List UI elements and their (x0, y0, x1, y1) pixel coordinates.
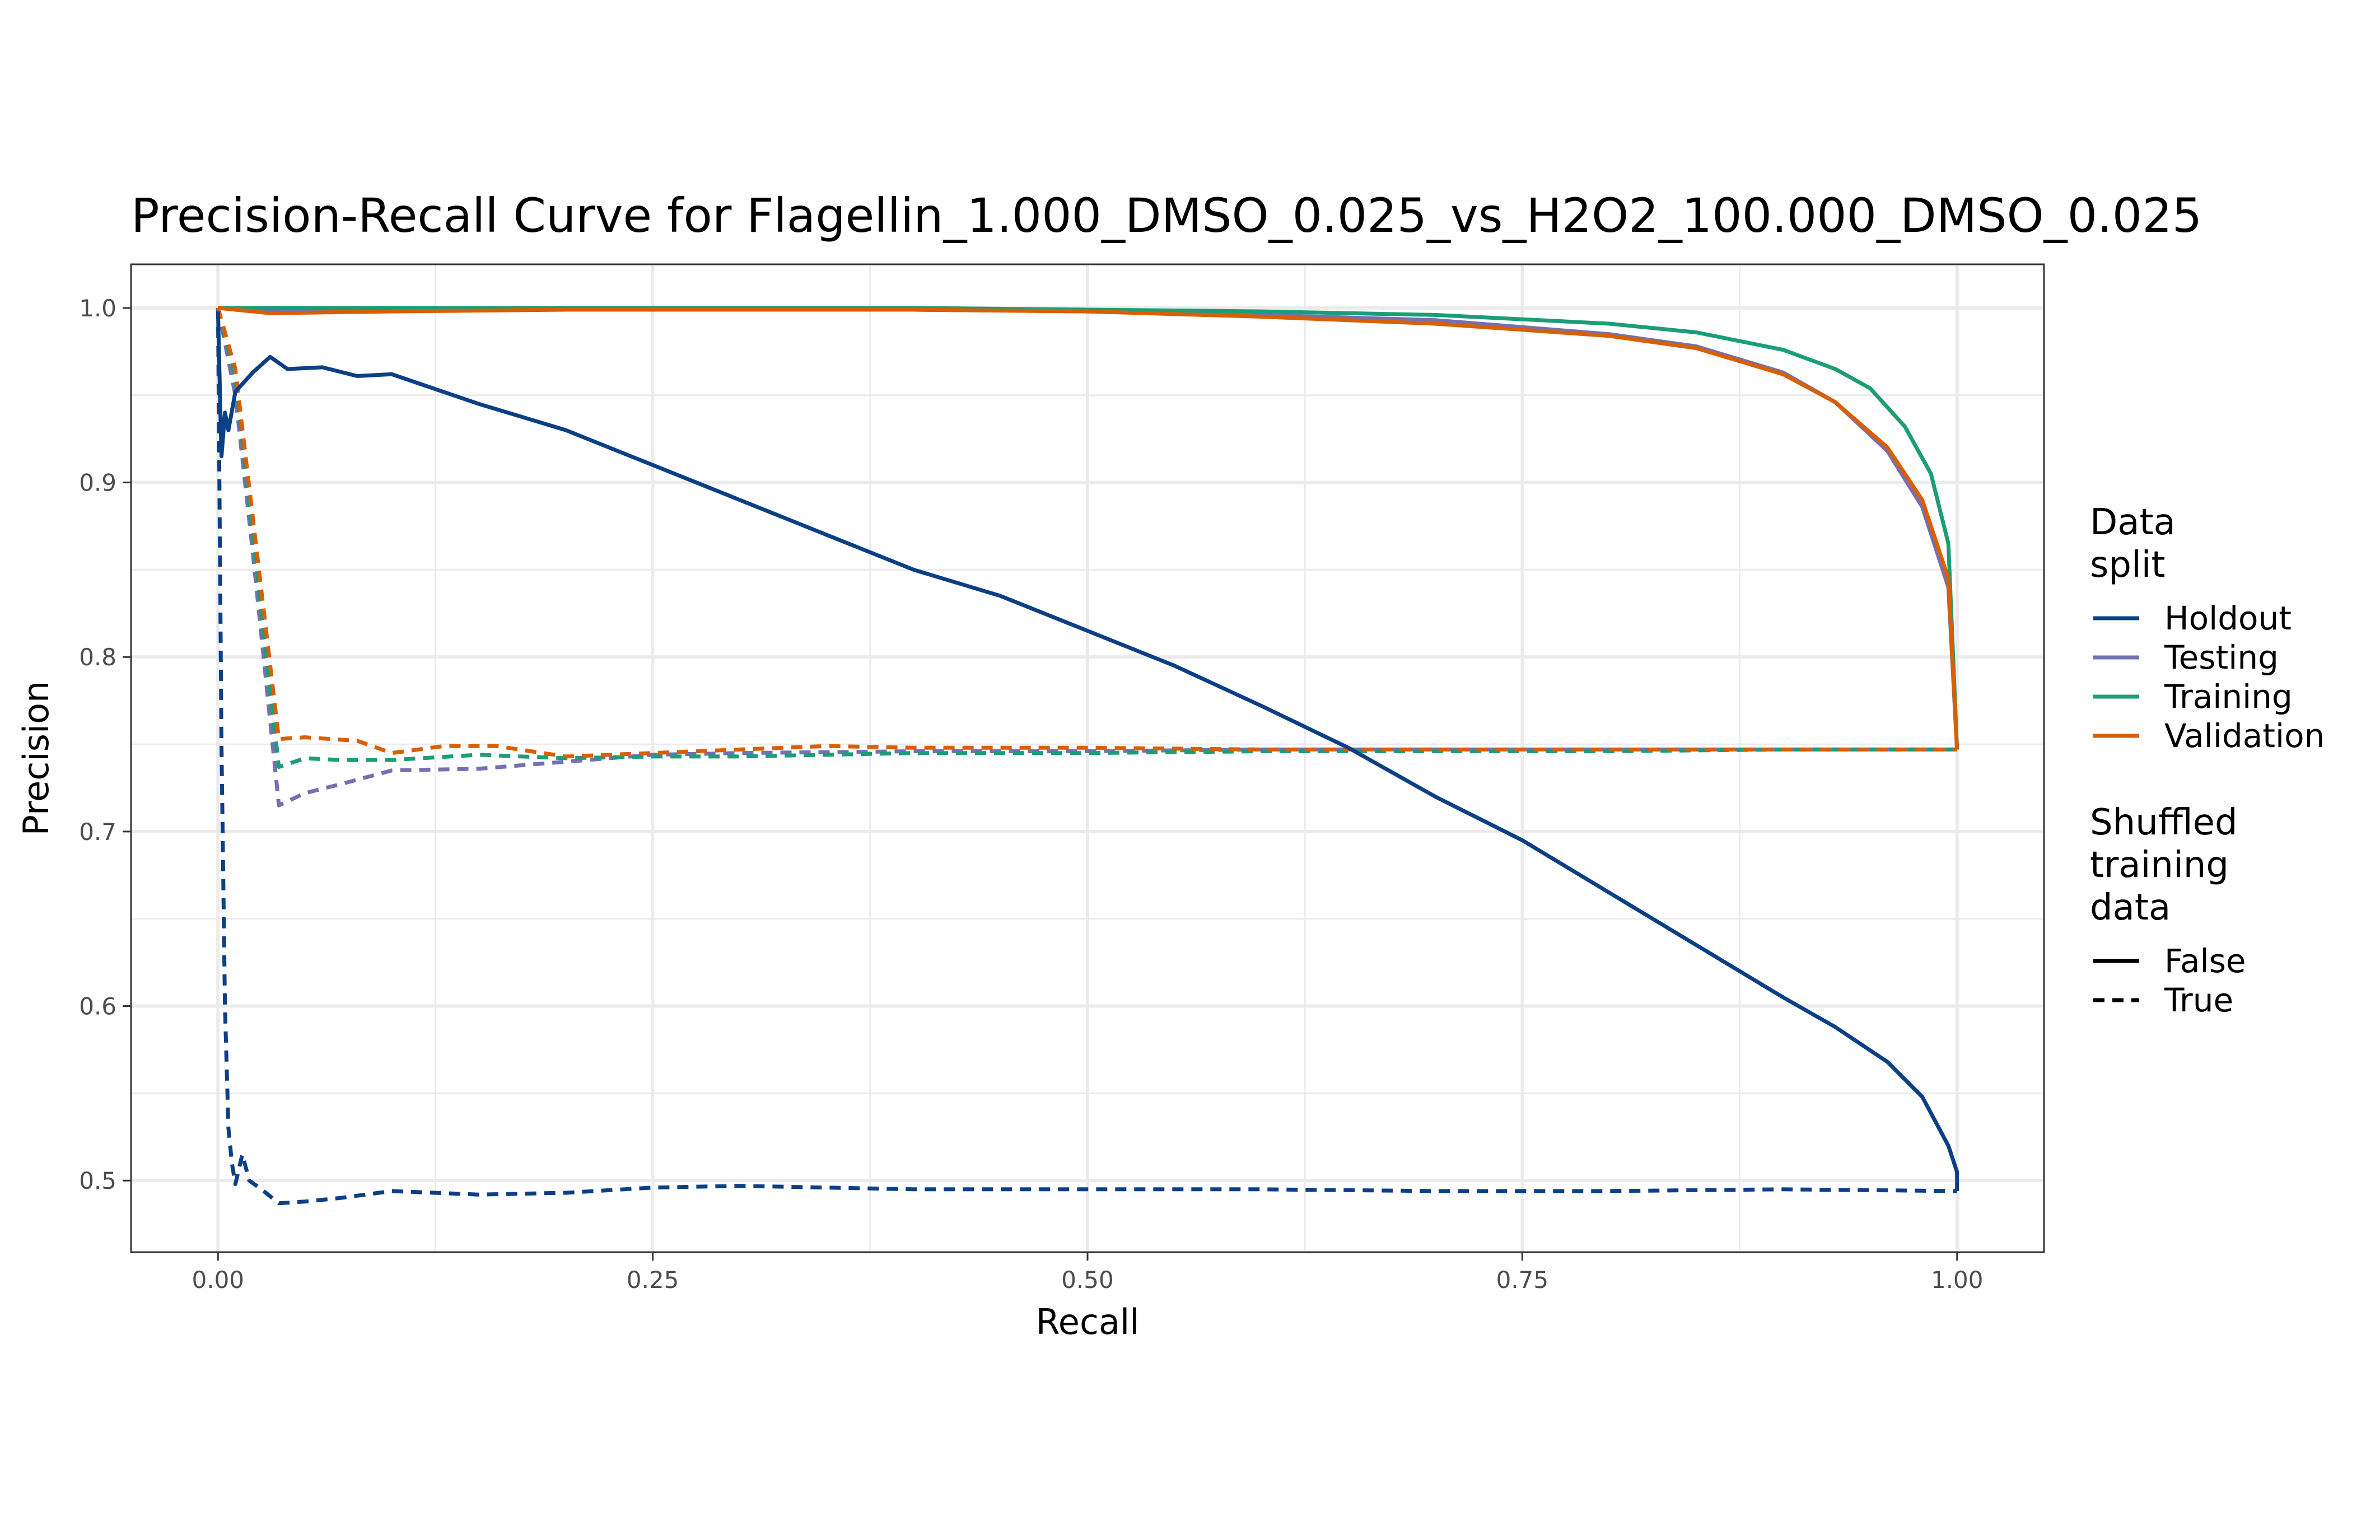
y-tick-label: 1.0 (79, 295, 116, 322)
legend-linetype-title: training (2090, 844, 2229, 886)
legend-linetype-title: data (2090, 887, 2171, 928)
y-tick-label: 0.9 (79, 469, 116, 497)
series-line-validation (217, 306, 1959, 750)
legend-label-holdout: Holdout (2164, 599, 2292, 637)
series-line-holdout (216, 311, 1959, 1191)
x-tick-label: 1.00 (1931, 1266, 1984, 1294)
legend-color-title: Data (2090, 502, 2176, 543)
series-line-validation-shuffled (216, 307, 1957, 759)
axis-ticks: 0.00 0.25 0.50 0.75 1.00 0.5 0.6 0.7 0.8 0.9 1.0 (79, 295, 1983, 1294)
legend-color-title: split (2090, 544, 2166, 586)
y-tick-label: 0.5 (79, 1167, 116, 1194)
x-tick-label: 0.00 (192, 1266, 245, 1294)
legend-linetype-title: Shuffled (2090, 802, 2238, 843)
legend-label-training: Training (2164, 678, 2293, 716)
series-line-training-shuffled (216, 307, 1957, 769)
y-axis-label: Precision (16, 681, 57, 836)
y-tick-label: 0.8 (79, 643, 116, 671)
series-lines (216, 306, 1959, 1206)
y-tick-label: 0.7 (79, 818, 116, 846)
series-line-testing-shuffled (216, 307, 1957, 808)
legend-label-true: True (2164, 981, 2233, 1019)
y-tick-label: 0.6 (79, 993, 116, 1020)
chart-title: Precision-Recall Curve for Flagellin_1.0… (131, 188, 2202, 243)
x-axis-label: Recall (1036, 1301, 1140, 1342)
legend-label-testing: Testing (2164, 638, 2279, 676)
x-tick-label: 0.75 (1496, 1266, 1549, 1294)
legend-label-validation: Validation (2164, 717, 2325, 755)
x-tick-label: 0.50 (1061, 1266, 1114, 1294)
x-tick-label: 0.25 (627, 1266, 679, 1294)
legend-label-false: False (2164, 942, 2246, 980)
